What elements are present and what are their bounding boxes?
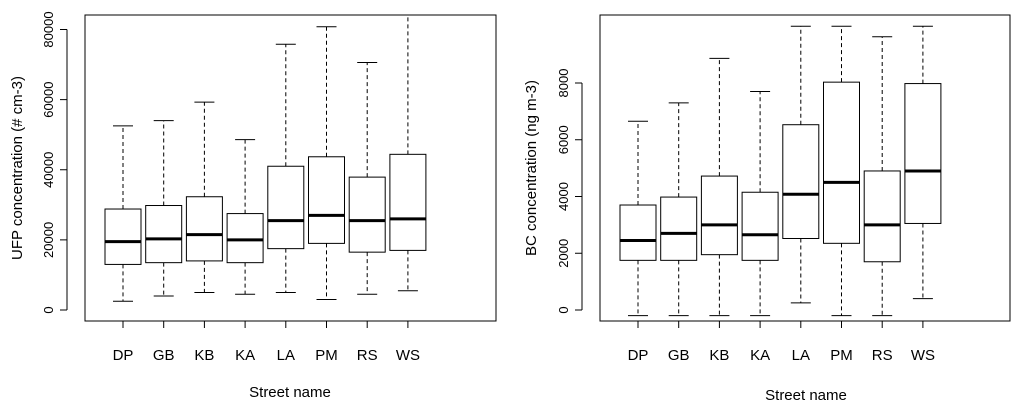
y-tick-label: 6000 [556,125,571,154]
x-tick-label: RS [872,347,893,364]
y-tick-label: 8000 [556,69,571,98]
box-iqr [782,124,820,239]
x-axis: DP GB KB KA LA PM RS WS [628,320,935,364]
box-iqr [226,213,264,264]
box-iqr [185,196,223,262]
box-pm [823,25,860,317]
x-axis: DP GB KB KA LA PM RS WS [113,320,420,364]
box-rs [863,36,901,317]
box-dp [619,120,657,317]
y-axis: 0 20000 40000 60000 80000 [41,11,68,314]
x-axis-title: Street name [765,387,847,404]
box-kb [185,101,223,293]
x-tick-label: WS [396,347,420,364]
box-ka [226,139,264,295]
box-dp [104,125,142,302]
x-tick-label: GB [668,347,690,364]
box-iqr [104,208,142,265]
y-tick-label: 2000 [556,239,571,268]
x-tick-label: KA [235,347,255,364]
box-kb [700,57,738,317]
box-la [267,43,305,293]
x-tick-label: LA [792,347,810,364]
box-iqr [904,83,942,224]
x-tick-label: KB [709,347,729,364]
y-tick-label: 80000 [41,11,56,47]
box-la [782,25,820,304]
x-tick-label: DP [628,347,649,364]
x-tick-label: PM [315,347,338,364]
box-iqr [389,153,427,251]
box-pm [308,26,345,300]
x-tick-label: GB [153,347,175,364]
box-marks [104,15,427,302]
box-iqr [308,156,345,244]
y-tick-label: 40000 [41,152,56,188]
box-gb [145,120,183,297]
box-ws [389,15,427,292]
bc-boxplot: 0 2000 4000 6000 8000 DP GB KB KA LA PM RS WS Stree… [523,14,1011,404]
ufp-boxplot: 0 20000 40000 60000 80000 DP GB KB KA LA PM RS WS S… [9,11,497,401]
y-axis-title: UFP concentration (# cm-3) [9,76,26,260]
box-iqr [267,165,305,250]
x-axis-title: Street name [249,384,331,401]
box-marks [619,25,942,317]
y-tick-label: 20000 [41,222,56,258]
x-tick-label: RS [357,347,378,364]
x-tick-label: DP [113,347,134,364]
y-axis: 0 2000 4000 6000 8000 [556,69,583,314]
x-tick-label: LA [277,347,295,364]
box-iqr [619,204,657,261]
x-tick-label: KB [194,347,214,364]
y-axis-title: BC concentration (ng m-3) [523,80,540,256]
box-iqr [348,176,386,253]
box-ws [904,25,942,300]
y-tick-label: 60000 [41,82,56,118]
box-iqr [823,81,860,244]
box-iqr [741,191,779,261]
y-tick-label: 0 [556,306,571,313]
y-tick-label: 4000 [556,182,571,211]
box-rs [348,61,386,295]
x-tick-label: WS [911,347,935,364]
x-tick-label: PM [830,347,853,364]
x-tick-label: KA [750,347,770,364]
box-iqr [660,196,698,261]
box-iqr [145,205,183,264]
box-ka [741,91,779,317]
box-gb [660,102,698,317]
box-iqr [863,170,901,263]
box-iqr [700,175,738,256]
y-tick-label: 0 [41,306,56,313]
